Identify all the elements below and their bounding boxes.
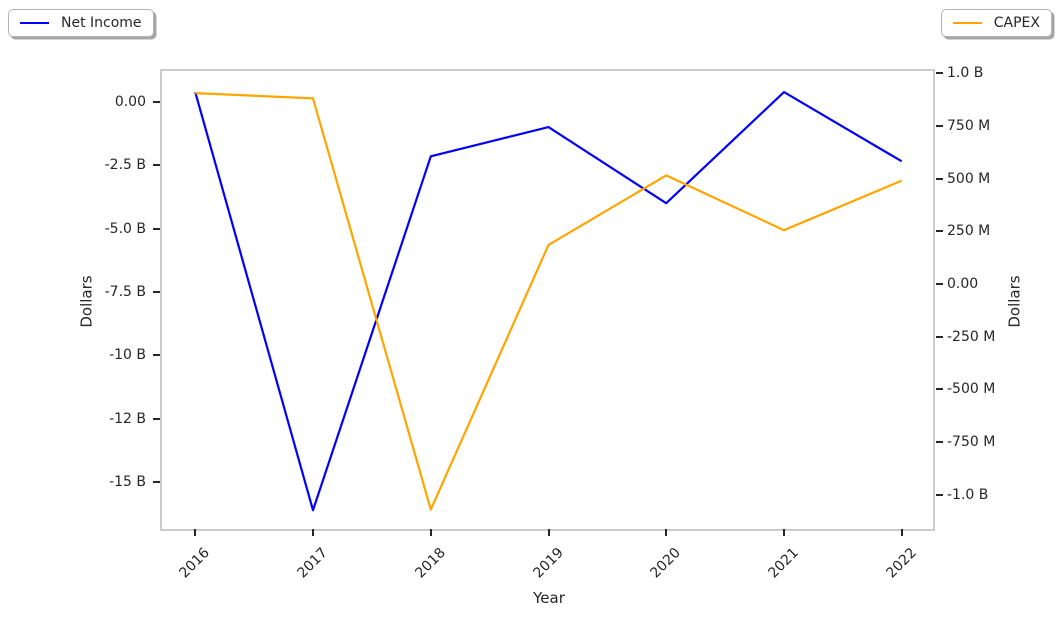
y-tick-right	[936, 177, 943, 180]
y-tick-left	[153, 481, 160, 484]
y-tick-right	[936, 335, 943, 338]
plot-area	[160, 69, 935, 531]
y-tick-right	[936, 493, 943, 496]
y-tick-left	[153, 100, 160, 103]
y-tick-label-right: 750 M	[947, 117, 991, 134]
y-tick-right	[936, 124, 943, 127]
x-tick	[900, 529, 903, 536]
legend-net-income-label: Net Income	[61, 15, 142, 31]
y-tick-left	[153, 164, 160, 167]
x-tick	[782, 529, 785, 536]
y-tick-label-right: -500 M	[947, 381, 996, 398]
y-tick-label-right: -250 M	[947, 328, 996, 345]
x-tick	[312, 529, 315, 536]
y-tick-label-left: -12 B	[109, 410, 146, 427]
capex-line-sample	[952, 22, 982, 24]
y-tick-right	[936, 282, 943, 285]
y-tick-label-left: -7.5 B	[104, 283, 146, 300]
y-axis-label-right: Dollars	[1005, 275, 1024, 328]
y-tick-label-right: 250 M	[947, 223, 991, 240]
y-tick-right	[936, 388, 943, 391]
y-tick-label-left: -10 B	[109, 347, 146, 364]
legend-capex-label: CAPEX	[993, 15, 1040, 31]
x-tick	[665, 529, 668, 536]
x-tick	[429, 529, 432, 536]
x-tick	[547, 529, 550, 536]
y-tick-right	[936, 441, 943, 444]
y-axis-label-left: Dollars	[77, 275, 96, 328]
y-tick-label-right: 500 M	[947, 170, 991, 187]
y-tick-label-left: 0.00	[114, 93, 146, 110]
capex-line	[195, 92, 903, 511]
y-tick-label-left: -5.0 B	[104, 220, 146, 237]
x-axis-label: Year	[533, 589, 565, 607]
y-tick-label-left: -2.5 B	[104, 157, 146, 174]
net-income-line	[194, 90, 903, 512]
y-tick-label-right: -1.0 B	[947, 486, 989, 503]
y-tick-right	[936, 72, 943, 75]
y-tick-label-right: 0.00	[947, 275, 979, 292]
y-tick-label-right: 1.0 B	[947, 65, 984, 82]
y-tick-left	[153, 290, 160, 293]
x-tick	[194, 529, 197, 536]
y-tick-left	[153, 354, 160, 357]
y-tick-right	[936, 230, 943, 233]
y-tick-left	[153, 227, 160, 230]
legend-net-income: Net Income	[8, 9, 154, 37]
y-tick-left	[153, 417, 160, 420]
y-tick-label-left: -15 B	[109, 474, 146, 491]
net-income-line-sample	[20, 22, 49, 24]
legend-capex: CAPEX	[940, 9, 1052, 37]
y-tick-label-right: -750 M	[947, 434, 996, 451]
